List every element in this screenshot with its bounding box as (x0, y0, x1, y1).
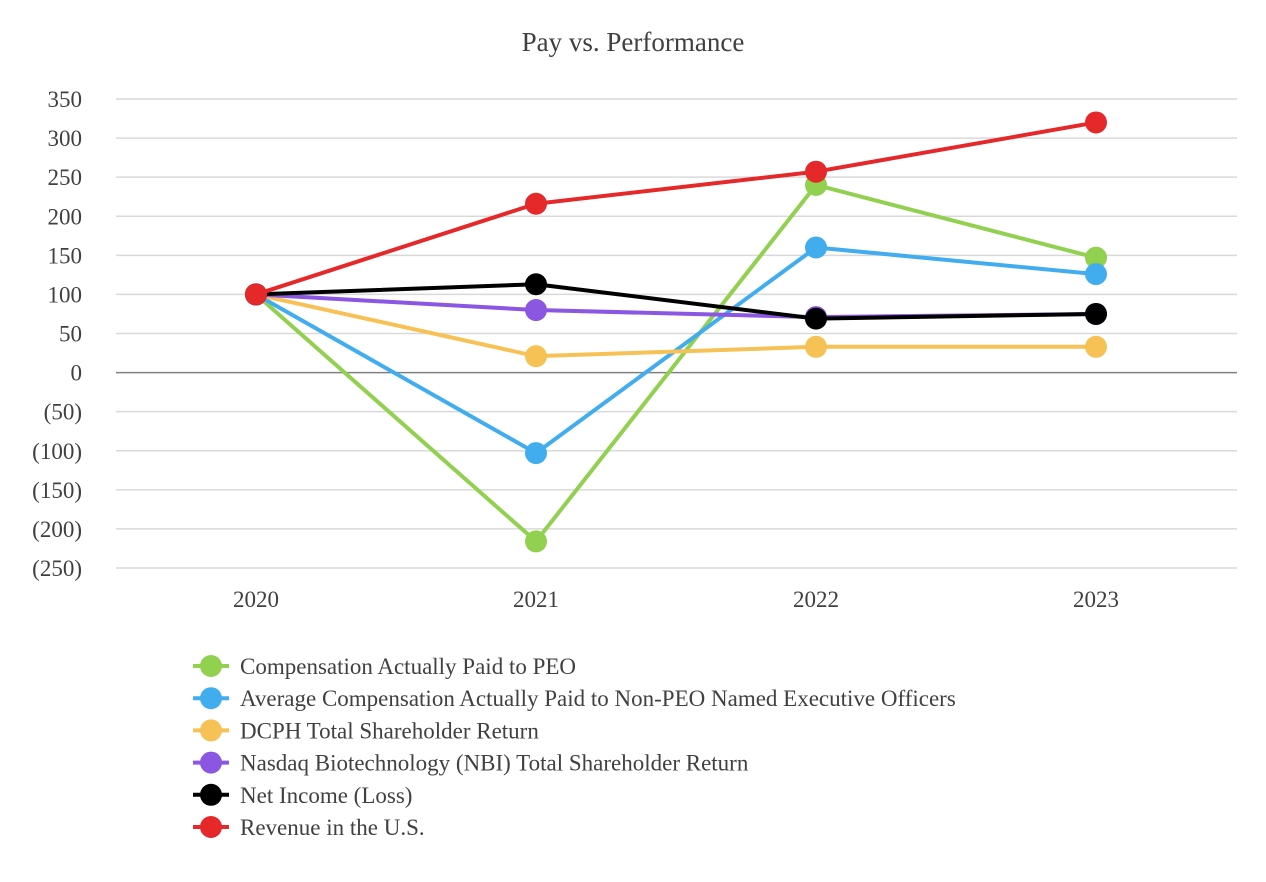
data-point (1085, 302, 1107, 325)
y-tick-label: 150 (48, 243, 83, 268)
data-point (245, 283, 267, 306)
legend-item: Net Income (Loss) (193, 783, 412, 808)
legend-label: DCPH Total Shareholder Return (240, 718, 539, 743)
data-point (1085, 111, 1107, 134)
chart-title: Pay vs. Performance (522, 27, 745, 57)
data-point (525, 345, 547, 368)
y-tick-label: (100) (32, 439, 82, 464)
y-tick-label: (200) (32, 517, 82, 542)
series-line (254, 182, 1097, 544)
data-point (525, 273, 547, 296)
x-tick-label: 2020 (233, 587, 279, 612)
series-line (255, 292, 1097, 320)
legend: Compensation Actually Paid to PEO Average… (193, 654, 956, 840)
legend-label: Nasdaq Biotechnology (NBI) Total Shareho… (240, 751, 749, 776)
y-tick-label: 200 (48, 204, 83, 229)
y-tick-label: (50) (44, 400, 82, 425)
y-axis-ticks: 350 300 250 200 150 100 50 0 (50) (100) (150) (200)… (32, 87, 82, 581)
legend-item: DCPH Total Shareholder Return (193, 718, 539, 743)
y-tick-label: 300 (48, 126, 83, 151)
data-point (525, 442, 547, 465)
legend-item: Nasdaq Biotechnology (NBI) Total Shareho… (193, 751, 749, 776)
x-tick-label: 2022 (793, 587, 839, 612)
data-point (805, 307, 827, 330)
x-tick-label: 2021 (513, 587, 559, 612)
y-tick-label: 50 (59, 322, 82, 347)
legend-label: Revenue in the U.S. (240, 815, 425, 840)
legend-item: Compensation Actually Paid to PEO (193, 654, 576, 679)
data-point (805, 335, 827, 358)
series-line (255, 120, 1097, 297)
data-point (525, 299, 547, 322)
legend-marker (200, 655, 222, 677)
series-5 (245, 111, 1107, 306)
gridlines (116, 98, 1237, 569)
legend-marker (200, 719, 222, 742)
legend-label: Average Compensation Actually Paid to No… (240, 686, 956, 711)
y-tick-label: 350 (48, 87, 83, 112)
data-point (1085, 335, 1107, 358)
x-axis-ticks: 2020 2021 2022 2023 (233, 587, 1119, 612)
series-line (255, 282, 1097, 321)
x-tick-label: 2023 (1073, 587, 1119, 612)
series-line (255, 292, 1096, 359)
series-2 (245, 283, 1107, 368)
legend-label: Compensation Actually Paid to PEO (240, 654, 576, 679)
legend-marker (200, 751, 222, 774)
y-tick-label: 0 (71, 361, 83, 386)
series-lines (245, 111, 1107, 553)
data-point (805, 160, 827, 183)
data-point (525, 530, 547, 553)
legend-item: Average Compensation Actually Paid to No… (193, 686, 956, 711)
legend-marker (200, 816, 222, 838)
y-tick-label: 100 (48, 282, 83, 307)
data-point (805, 236, 827, 259)
legend-item: Revenue in the U.S. (193, 815, 425, 840)
y-tick-label: 250 (48, 165, 83, 190)
data-point (525, 192, 547, 215)
legend-marker (200, 783, 222, 806)
legend-marker (200, 687, 222, 710)
y-tick-label: (150) (32, 478, 82, 503)
data-point (1085, 263, 1107, 286)
legend-label: Net Income (Loss) (240, 783, 412, 808)
y-tick-label: (250) (32, 556, 82, 581)
data-point (1085, 246, 1107, 269)
